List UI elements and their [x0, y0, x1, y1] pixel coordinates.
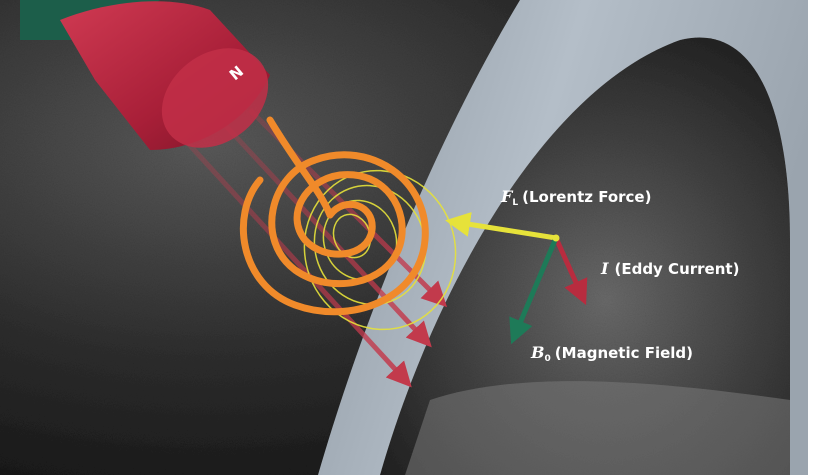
label-magnetic-field: B0 (Magnetic Field): [530, 343, 693, 364]
vector-origin: [552, 234, 560, 242]
lorentz-text: (Lorentz Force): [522, 188, 651, 206]
coil-lead: [266, 116, 334, 219]
magnetic-field-arrow: [509, 237, 559, 345]
coil: [239, 116, 429, 316]
right-margin: [808, 0, 830, 475]
lorentz-force-arrow: [445, 212, 557, 241]
force-vectors: [445, 212, 588, 345]
lorentz-subscript: L: [512, 198, 518, 208]
eddy-current-arrow: [553, 236, 588, 306]
inner-cavity-highlight: [405, 381, 790, 475]
coil-spiral: [239, 151, 429, 316]
magnet: N: [20, 0, 270, 150]
field-line: [223, 123, 432, 348]
magnet-pole-face: [161, 48, 269, 148]
svg-text:I(Eddy Current): I (Eddy Current): [600, 259, 739, 278]
eddy-symbol: I: [600, 259, 609, 278]
svg-text:FL(Lorentz Force): FL (Lorentz Force): [500, 187, 651, 208]
svg-text:B0(Magnetic Field): B0 (Magnetic Field): [530, 343, 693, 364]
ring-inner-cavity: [380, 37, 790, 475]
field-line: [183, 138, 412, 388]
label-eddy-current: I (Eddy Current): [600, 259, 739, 278]
eddy-text: (Eddy Current): [614, 260, 739, 278]
field-symbol: B: [530, 343, 545, 362]
field-text: (Magnetic Field): [555, 344, 693, 362]
field-subscript: 0: [545, 354, 551, 364]
label-lorentz-force: FL (Lorentz Force): [500, 187, 651, 208]
lorentz-symbol: F: [500, 187, 514, 206]
